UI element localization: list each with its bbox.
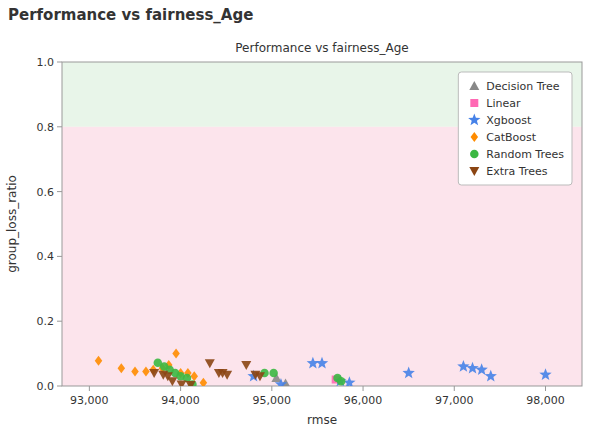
point xyxy=(172,349,180,359)
y-tick-label: 0.6 xyxy=(37,186,55,199)
y-tick xyxy=(57,62,62,63)
x-tick-label: 93,000 xyxy=(70,394,109,407)
legend-symbol xyxy=(468,114,480,126)
y-tick-label: 1.0 xyxy=(37,56,55,69)
x-tick xyxy=(454,386,455,391)
y-tick xyxy=(57,126,62,127)
y-tick-label: 0.8 xyxy=(37,121,55,134)
x-axis: 93,000 94,000 95,000 96,000 97,000 98,000 xyxy=(70,386,565,407)
series xyxy=(154,358,346,386)
chart: Performance vs fairness_Age Performance v… xyxy=(0,0,600,438)
series xyxy=(149,359,265,386)
point xyxy=(186,381,196,386)
legend-label: Linear xyxy=(486,97,521,110)
point xyxy=(167,377,177,386)
point xyxy=(539,368,551,380)
legend-label: Random Trees xyxy=(486,148,564,161)
legend-symbol xyxy=(470,99,478,107)
point xyxy=(337,377,346,386)
legend-symbol xyxy=(471,132,479,142)
marks xyxy=(95,349,552,386)
x-tick xyxy=(363,386,364,391)
y-axis-label: group_loss_ratio xyxy=(5,175,19,273)
x-tick-label: 98,000 xyxy=(526,394,565,407)
point xyxy=(334,375,346,386)
point xyxy=(275,378,287,386)
point xyxy=(402,367,414,379)
point xyxy=(142,366,150,376)
x-tick xyxy=(271,386,272,391)
point xyxy=(177,380,187,386)
x-tick-label: 96,000 xyxy=(344,394,383,407)
x-tick-label: 95,000 xyxy=(253,394,292,407)
point xyxy=(269,369,278,378)
point xyxy=(457,360,469,372)
bands xyxy=(62,62,582,386)
point xyxy=(131,366,139,376)
x-tick xyxy=(89,386,90,391)
legend-label: Decision Tree xyxy=(486,80,559,93)
x-tick-label: 97,000 xyxy=(435,394,474,407)
x-tick xyxy=(545,386,546,391)
legend-label: Xgboost xyxy=(486,114,532,127)
legend: Decision Tree Linear Xgboost CatBoost Random… xyxy=(458,72,572,185)
point xyxy=(485,370,497,382)
plot-frame xyxy=(62,62,582,386)
title: Performance vs fairness_Age xyxy=(8,6,253,24)
point xyxy=(255,372,265,381)
series xyxy=(95,349,207,386)
y-tick xyxy=(57,321,62,322)
point xyxy=(191,371,199,381)
legend-label: Extra Trees xyxy=(486,165,547,178)
point xyxy=(307,357,319,369)
y-tick xyxy=(57,256,62,257)
point xyxy=(118,363,126,373)
point xyxy=(205,359,215,368)
x-tick-label: 94,000 xyxy=(161,394,200,407)
point xyxy=(316,357,328,369)
point xyxy=(149,369,159,378)
point xyxy=(222,371,232,380)
point xyxy=(200,378,208,386)
band xyxy=(62,127,582,386)
series xyxy=(247,357,551,386)
point xyxy=(475,363,487,375)
legend-symbol xyxy=(469,167,479,176)
y-tick xyxy=(57,191,62,192)
y-tick xyxy=(57,386,62,387)
y-axis: 0.0 0.2 0.4 0.6 0.8 1.0 xyxy=(37,56,63,393)
subtitle: Performance vs fairness_Age xyxy=(235,41,408,55)
y-tick-label: 0.0 xyxy=(37,380,55,393)
x-tick xyxy=(180,386,181,391)
x-axis-label: rmse xyxy=(307,413,337,427)
legend-label: CatBoost xyxy=(486,131,536,144)
point xyxy=(95,356,103,366)
y-tick-label: 0.2 xyxy=(37,315,55,328)
legend-frame xyxy=(458,72,572,185)
point xyxy=(466,362,478,374)
legend-symbol xyxy=(469,81,479,90)
y-tick-label: 0.4 xyxy=(37,250,55,263)
point xyxy=(241,361,251,370)
legend-symbol xyxy=(470,150,479,159)
